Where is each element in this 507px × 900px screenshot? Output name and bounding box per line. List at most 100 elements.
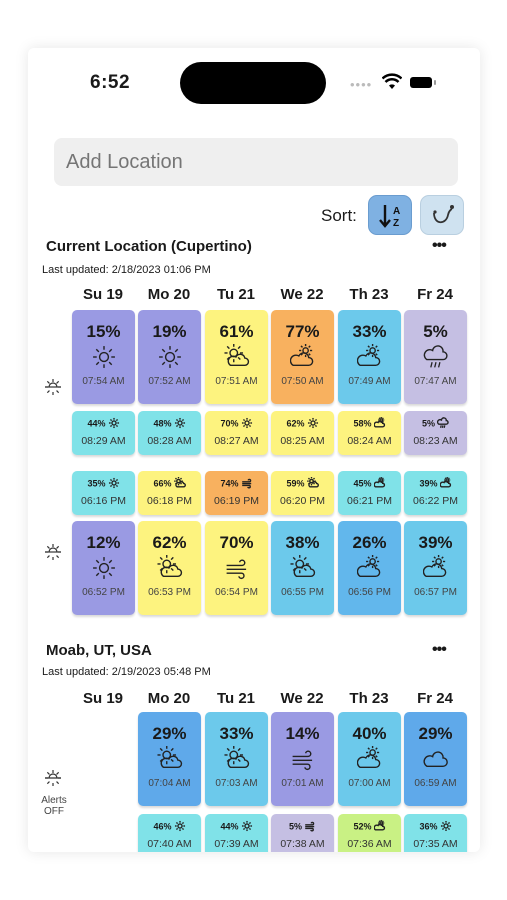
forecast-card-small[interactable]: 5% 08:23 AM: [404, 411, 467, 455]
weather-icon-wrapper: [404, 554, 467, 585]
forecast-card-small[interactable]: 59% 06:20 PM: [271, 471, 334, 515]
forecast-card-large[interactable]: 38% 06:55 PM: [271, 521, 334, 615]
sunrise-icon: [42, 764, 64, 791]
forecast-card-large[interactable]: 12% 06:52 PM: [72, 521, 135, 615]
weather-icon-wrapper: [404, 746, 467, 776]
time-value: 07:39 AM: [214, 838, 259, 850]
percent-value: 19%: [152, 322, 187, 341]
weather-icon-wrapper: [173, 476, 186, 491]
forecast-card-small[interactable]: 36% 07:35 AM: [404, 814, 467, 852]
time-value: 06:54 PM: [215, 587, 258, 598]
forecast-card-large[interactable]: 33% 07:49 AM: [338, 310, 401, 404]
time-value: 06:52 PM: [82, 587, 125, 598]
sun-icon: [108, 477, 119, 489]
sort-location-button[interactable]: [420, 195, 464, 235]
forecast-card-small[interactable]: 74% 06:19 PM: [205, 471, 268, 515]
weather-icon-wrapper: [205, 745, 268, 776]
forecast-card-large[interactable]: 39% 06:57 PM: [404, 521, 467, 615]
phone-screen: 6:52 •••• Sort: A Z Current Location (Cu…: [28, 48, 480, 852]
svg-text:Z: Z: [393, 218, 399, 229]
forecast-card-large[interactable]: 77% 07:50 AM: [271, 310, 334, 404]
weather-icon-wrapper: [138, 745, 201, 776]
percent-value: 74%: [220, 478, 239, 489]
percent-value: 40%: [352, 724, 387, 743]
sort-alphabetical-button[interactable]: A Z: [368, 195, 412, 235]
forecast-card-large[interactable]: 33% 07:03 AM: [205, 712, 268, 806]
weather-icon-wrapper: [241, 820, 253, 834]
forecast-card-small[interactable]: 48% 08:28 AM: [138, 411, 201, 455]
location-title[interactable]: Current Location (Cupertino): [46, 238, 252, 255]
sun-icon: [241, 820, 252, 832]
forecast-card-small[interactable]: 58% 08:24 AM: [338, 411, 401, 455]
forecast-card-large[interactable]: 14% 07:01 AM: [271, 712, 334, 806]
forecast-card-small[interactable]: 46% 07:40 AM: [138, 814, 201, 852]
cloud-sun-icon: [373, 819, 385, 831]
rain-icon: [436, 417, 449, 428]
add-location-input[interactable]: [54, 138, 458, 186]
percent-value: 36%: [419, 821, 438, 832]
weather-icon-wrapper: [338, 745, 401, 776]
sun-icon: [241, 417, 252, 429]
weather-icon-wrapper: [338, 554, 401, 585]
weather-icon-wrapper: [108, 417, 120, 431]
forecast-card-large[interactable]: 5% 07:47 AM: [404, 310, 467, 404]
weather-icon-wrapper: [307, 417, 319, 431]
time-value: 07:01 AM: [281, 778, 324, 789]
cloud-sun-icon: [289, 343, 313, 367]
percent-row: 44%: [205, 820, 268, 834]
time-value: 06:53 PM: [148, 587, 191, 598]
forecast-card-large[interactable]: 70% 06:54 PM: [205, 521, 268, 615]
forecast-card-small[interactable]: 35% 06:16 PM: [72, 471, 135, 515]
day-label: Fr 24: [417, 286, 453, 303]
percent-value: 44%: [220, 821, 239, 832]
forecast-card-small[interactable]: 62% 08:25 AM: [271, 411, 334, 455]
percent-value: 70%: [219, 533, 254, 552]
forecast-card-large[interactable]: 61% 07:51 AM: [205, 310, 268, 404]
forecast-card-small[interactable]: 39% 06:22 PM: [404, 471, 467, 515]
sun-icon: [92, 346, 115, 368]
forecast-card-large[interactable]: 40% 07:00 AM: [338, 712, 401, 806]
sun-cloud-icon: [173, 476, 186, 488]
weather-icon-wrapper: [205, 555, 268, 585]
status-time: 6:52: [90, 72, 131, 93]
percent-value: 15%: [86, 322, 121, 341]
forecast-card-small[interactable]: 45% 06:21 PM: [338, 471, 401, 515]
alerts-toggle[interactable]: Alerts OFF: [41, 795, 67, 817]
more-options-button[interactable]: •••: [432, 237, 447, 254]
weather-icon-wrapper: [271, 554, 334, 585]
location-title[interactable]: Moab, UT, USA: [46, 642, 152, 659]
forecast-card-small[interactable]: 70% 08:27 AM: [205, 411, 268, 455]
percent-row: 66%: [138, 476, 201, 491]
forecast-card-large[interactable]: 15% 07:54 AM: [72, 310, 135, 404]
percent-value: 29%: [152, 724, 187, 743]
weather-icon-wrapper: [373, 476, 386, 491]
weather-icon-wrapper: [306, 476, 319, 491]
sun-cloud-icon: [289, 554, 315, 578]
forecast-card-small[interactable]: 5% 07:38 AM: [271, 814, 334, 852]
time-value: 07:50 AM: [281, 376, 324, 387]
more-options-button[interactable]: •••: [432, 641, 447, 658]
forecast-card-large[interactable]: 29% 07:04 AM: [138, 712, 201, 806]
time-value: 07:52 AM: [148, 376, 191, 387]
time-value: 08:29 AM: [81, 435, 126, 447]
time-value: 07:54 AM: [82, 376, 125, 387]
time-value: 07:04 AM: [148, 778, 191, 789]
weather-icon-wrapper: [72, 344, 135, 374]
forecast-card-large[interactable]: 26% 06:56 PM: [338, 521, 401, 615]
forecast-card-small[interactable]: 44% 07:39 AM: [205, 814, 268, 852]
time-value: 07:38 AM: [280, 838, 325, 850]
wind-icon: [292, 750, 312, 771]
forecast-card-small[interactable]: 66% 06:18 PM: [138, 471, 201, 515]
forecast-card-large[interactable]: 19% 07:52 AM: [138, 310, 201, 404]
sun-icon: [440, 820, 451, 832]
sun-cloud-icon: [156, 554, 182, 578]
time-value: 06:20 PM: [280, 495, 325, 507]
percent-value: 33%: [219, 724, 254, 743]
forecast-card-small[interactable]: 52% 07:36 AM: [338, 814, 401, 852]
time-value: 06:56 PM: [348, 587, 391, 598]
percent-value: 52%: [353, 821, 372, 832]
forecast-card-small[interactable]: 44% 08:29 AM: [72, 411, 135, 455]
forecast-card-large[interactable]: 29% 06:59 AM: [404, 712, 467, 806]
forecast-card-large[interactable]: 62% 06:53 PM: [138, 521, 201, 615]
sun-icon: [108, 417, 119, 429]
